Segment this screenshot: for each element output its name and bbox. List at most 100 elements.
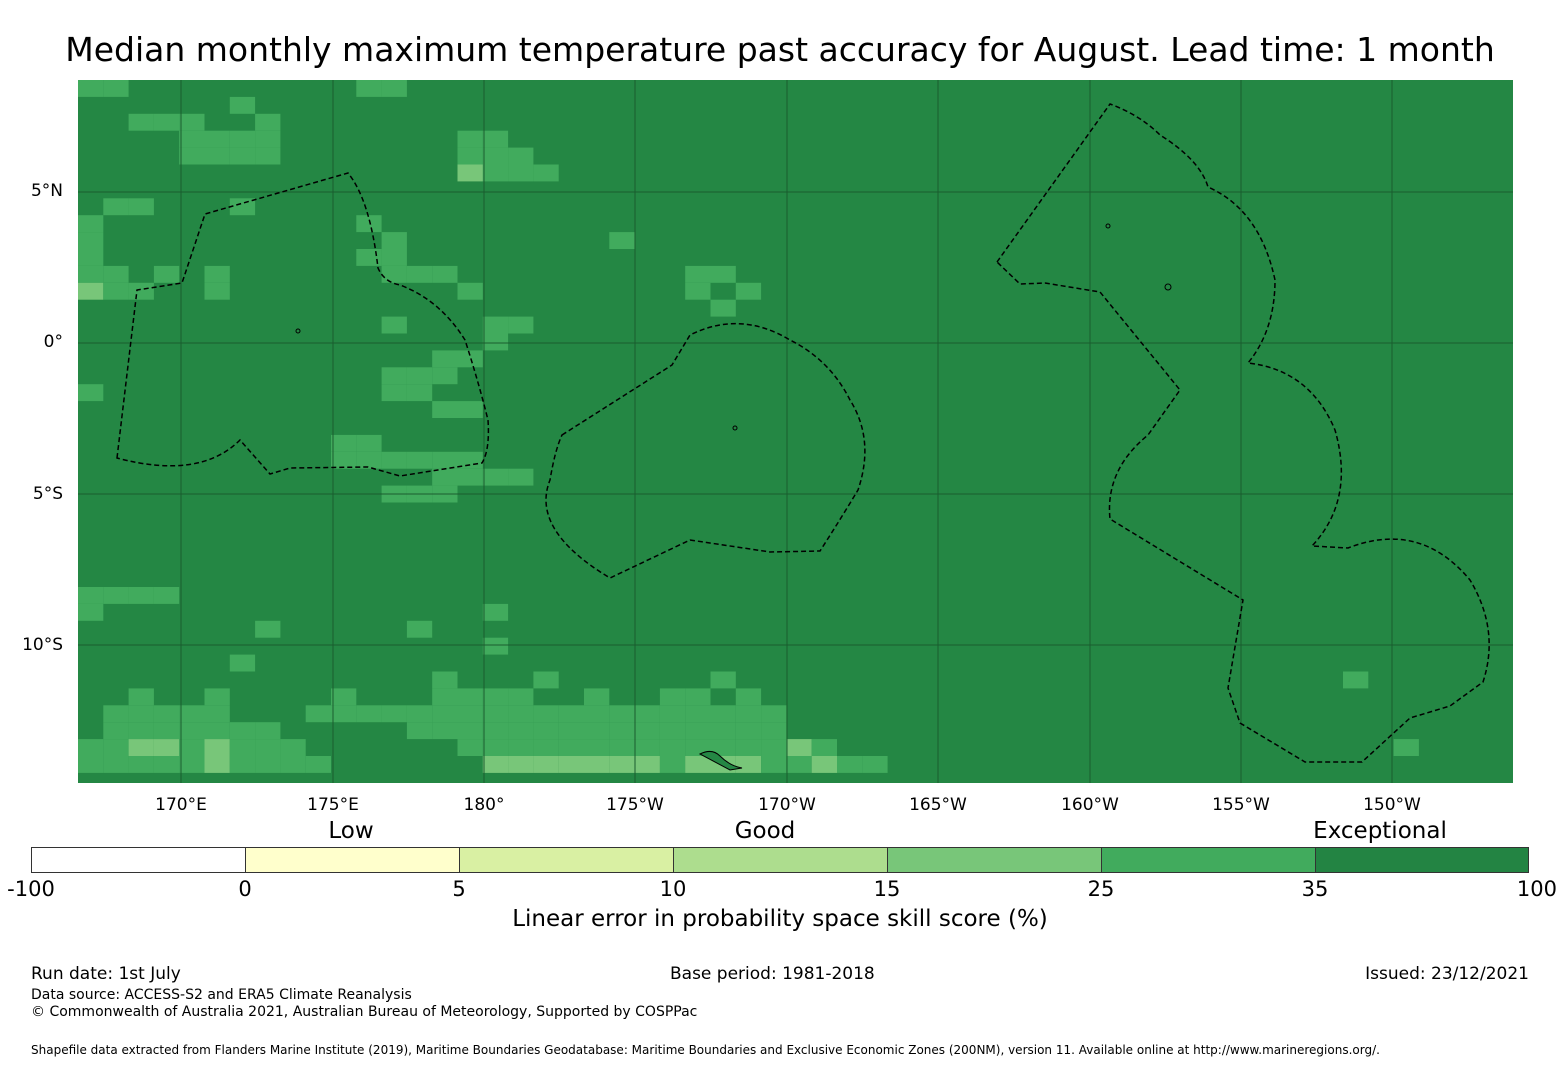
skill-cell xyxy=(128,587,154,604)
data-source: Data source: ACCESS-S2 and ERA5 Climate … xyxy=(31,987,412,1003)
skill-cell xyxy=(457,164,483,182)
skill-cell xyxy=(710,739,736,756)
skill-cell xyxy=(685,756,711,773)
skill-cell xyxy=(255,739,281,756)
skill-cell xyxy=(103,722,129,740)
skill-cell xyxy=(432,350,458,368)
skill-cell xyxy=(508,705,534,723)
lon-label-180: 180° xyxy=(463,795,505,815)
islands xyxy=(295,223,1172,771)
skill-cell xyxy=(558,739,584,756)
skill-cell xyxy=(634,739,660,756)
skill-cell xyxy=(508,316,534,334)
skill-cell xyxy=(381,265,407,283)
skill-cell xyxy=(482,705,509,723)
skill-cell xyxy=(508,739,534,756)
skill-cell xyxy=(659,705,686,723)
skill-cell xyxy=(78,587,104,604)
skill-cell xyxy=(78,80,104,97)
skill-cell xyxy=(204,147,230,165)
skill-cell xyxy=(153,265,180,283)
skill-cell xyxy=(356,215,382,233)
skill-cell xyxy=(179,147,205,165)
skill-cell xyxy=(128,739,154,756)
skill-cell xyxy=(837,756,863,773)
skill-cell xyxy=(634,705,660,723)
skill-cell xyxy=(685,688,711,706)
lon-label-175w: 175°W xyxy=(606,795,664,815)
lon-label-175e: 175°E xyxy=(307,795,359,815)
skill-cell xyxy=(381,367,407,385)
colorbar-bin-6 xyxy=(1101,847,1316,873)
skill-cell xyxy=(558,756,584,773)
skill-cell xyxy=(761,739,787,756)
skill-cell xyxy=(432,722,458,740)
skill-cell xyxy=(533,164,559,182)
skill-cell xyxy=(533,705,559,723)
skill-cell xyxy=(153,705,180,723)
skill-cell xyxy=(811,739,837,756)
skill-cell xyxy=(406,722,433,740)
lon-label-170e: 170°E xyxy=(155,795,207,815)
colorbar-bin-1 xyxy=(31,847,246,873)
skill-cell xyxy=(482,316,509,334)
skill-cell xyxy=(204,705,230,723)
skill-cell xyxy=(685,282,711,300)
skill-cell xyxy=(381,316,407,334)
skill-cell xyxy=(406,384,433,402)
skill-cell xyxy=(457,688,483,706)
colorbar-tick-6: 35 xyxy=(1301,877,1329,901)
skill-cell xyxy=(406,705,433,723)
skill-cell xyxy=(179,113,205,131)
skill-cell xyxy=(381,384,407,402)
colorbar-bin-7 xyxy=(1315,847,1529,873)
skill-cell xyxy=(457,705,483,723)
skill-cell xyxy=(659,739,686,756)
copyright: © Commonwealth of Australia 2021, Austra… xyxy=(31,1004,698,1020)
skill-cell xyxy=(786,756,812,773)
skill-cell xyxy=(482,147,509,165)
skill-cell xyxy=(1393,739,1419,756)
skill-cell xyxy=(103,265,129,283)
base-period: Base period: 1981-2018 xyxy=(670,964,875,984)
skill-cell xyxy=(78,739,104,756)
skill-cell xyxy=(229,198,256,216)
skill-cell xyxy=(331,451,357,469)
graticule xyxy=(78,80,1513,783)
skill-cell xyxy=(508,147,534,165)
eez-tokelau-samoa xyxy=(545,322,866,579)
lon-label-155w: 155°W xyxy=(1212,795,1270,815)
lon-label-160w: 160°W xyxy=(1061,795,1119,815)
skill-cell xyxy=(406,451,433,469)
skill-cell xyxy=(331,688,357,706)
lon-label-170w: 170°W xyxy=(758,795,816,815)
category-good: Good xyxy=(734,818,796,844)
skill-cell xyxy=(710,722,736,740)
map-background xyxy=(78,80,1513,783)
skill-cell xyxy=(533,671,559,689)
skill-cell xyxy=(255,147,281,165)
skill-cell xyxy=(255,620,281,638)
skill-cell xyxy=(558,705,584,723)
skill-cell xyxy=(432,265,458,283)
skill-cell xyxy=(229,739,256,756)
category-low: Low xyxy=(328,818,374,844)
skill-cell xyxy=(128,722,154,740)
skill-cell xyxy=(634,722,660,740)
skill-cell xyxy=(78,384,104,402)
skill-cell xyxy=(103,198,129,216)
skill-cell xyxy=(179,722,205,740)
skill-cell xyxy=(761,722,787,740)
skill-cell xyxy=(659,722,686,740)
skill-cell xyxy=(356,451,382,469)
skill-cell xyxy=(457,147,483,165)
skill-cell xyxy=(381,232,407,249)
skill-cell xyxy=(103,756,129,773)
skill-cell xyxy=(508,688,534,706)
skill-cell xyxy=(735,705,762,723)
skill-cell xyxy=(659,688,686,706)
skill-cell xyxy=(735,756,762,773)
skill-cell xyxy=(356,434,382,452)
skill-cell xyxy=(280,739,306,756)
skill-cell xyxy=(685,705,711,723)
